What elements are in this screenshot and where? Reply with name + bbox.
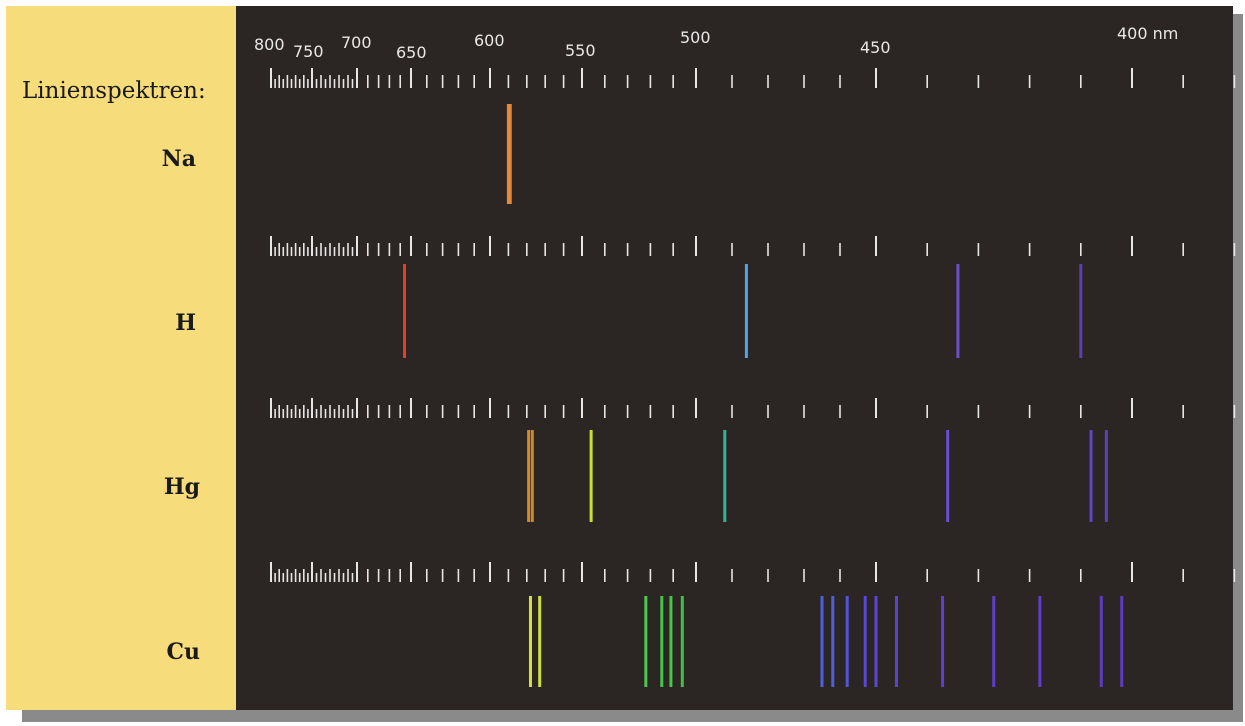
spectral-lines bbox=[403, 104, 1124, 687]
scale-label-650: 650 bbox=[396, 43, 427, 62]
scale-label-600: 600 bbox=[474, 31, 505, 50]
scale-label-800: 800 bbox=[254, 35, 285, 54]
ruler-4 bbox=[270, 562, 1236, 582]
spectrum-cu bbox=[528, 596, 1124, 687]
scale-label-750: 750 bbox=[293, 42, 324, 61]
ruler-1 bbox=[270, 68, 1236, 88]
scale-label-550: 550 bbox=[565, 41, 596, 60]
element-label-na: Na bbox=[162, 146, 196, 172]
element-label-h: H bbox=[175, 310, 196, 336]
spectrum-h bbox=[403, 264, 1083, 358]
spectrum-na bbox=[506, 104, 512, 204]
scale-label-700: 700 bbox=[341, 33, 372, 52]
spectra-heading: Linienspektren: bbox=[22, 78, 206, 104]
wavelength-scales bbox=[270, 68, 1236, 582]
scale-label-400: 400 nm bbox=[1117, 24, 1178, 43]
element-label-cu: Cu bbox=[166, 639, 200, 665]
left-label-panel bbox=[6, 6, 242, 710]
scale-numbers: 800 750 700 650 600 550 500 450 400 nm bbox=[254, 24, 1178, 62]
spectrum-hg bbox=[527, 430, 1108, 522]
spectra-background bbox=[236, 6, 1233, 710]
ruler-3 bbox=[270, 398, 1236, 418]
ruler-2 bbox=[270, 236, 1236, 256]
element-label-hg: Hg bbox=[164, 474, 200, 500]
scale-label-500: 500 bbox=[680, 28, 711, 47]
scale-label-450: 450 bbox=[860, 38, 891, 57]
